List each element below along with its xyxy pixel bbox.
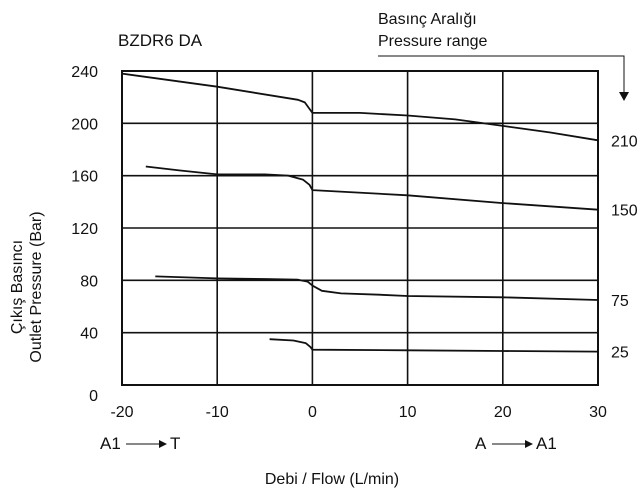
direction-right-from: A — [475, 434, 487, 453]
series-label-25: 25 — [611, 345, 629, 362]
y-tick-label: 200 — [71, 116, 98, 133]
series-label-210: 210 — [611, 133, 638, 150]
direction-right-to: A1 — [536, 434, 557, 453]
y-axis-label-en: Outlet Pressure (Bar) — [28, 211, 45, 362]
direction-right: A A1 — [475, 434, 557, 453]
chart-title: BZDR6 DA — [118, 31, 203, 50]
series-label-150: 150 — [611, 203, 638, 220]
series-lines — [121, 72, 599, 353]
series-line-75 — [155, 275, 599, 301]
pressure-range-arrow-icon — [378, 55, 629, 101]
direction-left-from: A1 — [100, 434, 121, 453]
x-tick-label: -20 — [110, 404, 133, 421]
series-line-25 — [269, 338, 599, 353]
y-tick-label: 160 — [71, 169, 98, 186]
y-tick-label: 0 — [89, 388, 98, 405]
series-line-210 — [121, 72, 599, 142]
pressure-range-label-tr: Basınç Aralığı — [378, 11, 477, 28]
arrow-right-icon — [126, 440, 167, 448]
series-label-75: 75 — [611, 293, 629, 310]
x-tick-label: 30 — [589, 404, 607, 421]
x-tick-label: -10 — [206, 404, 229, 421]
tick-labels: -20 -10 0 10 20 30 0 40 80 120 160 200 240 210 150 75 25 — [71, 64, 638, 421]
direction-left-to: T — [170, 434, 180, 453]
y-tick-label: 80 — [80, 273, 98, 290]
grid — [121, 70, 599, 386]
y-axis-label-tr: Çıkış Basıncı — [9, 240, 26, 334]
y-tick-label: 240 — [71, 64, 98, 81]
x-tick-label: 0 — [308, 404, 317, 421]
x-tick-label: 20 — [494, 404, 512, 421]
arrow-right-icon — [492, 440, 533, 448]
y-tick-label: 120 — [71, 221, 98, 238]
y-tick-label: 40 — [80, 326, 98, 343]
pressure-range-label-en: Pressure range — [378, 33, 487, 50]
direction-left: A1 T — [100, 434, 180, 453]
x-axis-label: Debi / Flow (L/min) — [265, 471, 399, 488]
series-line-150 — [145, 165, 599, 211]
x-tick-label: 10 — [399, 404, 417, 421]
